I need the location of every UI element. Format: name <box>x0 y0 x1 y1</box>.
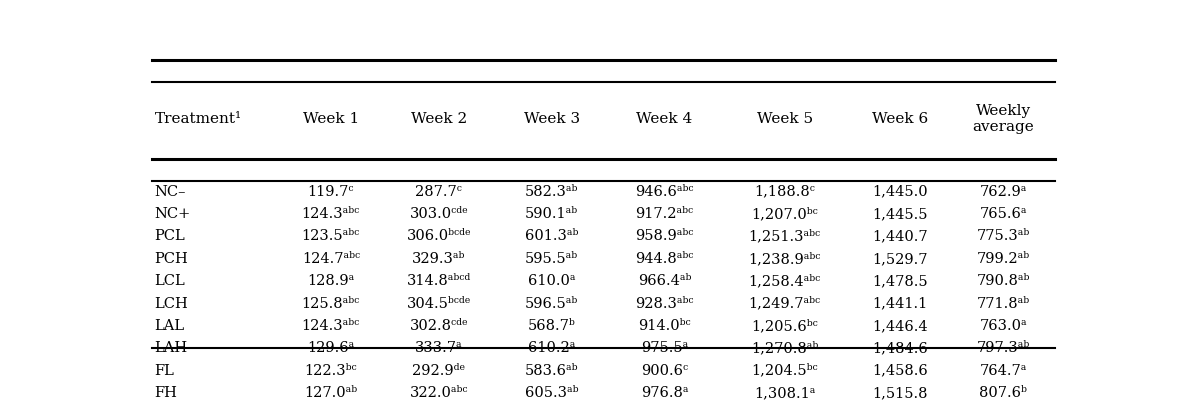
Text: 966.4ᵃᵇ: 966.4ᵃᵇ <box>638 274 691 288</box>
Text: FL: FL <box>154 364 174 378</box>
Text: 123.5ᵃᵇᶜ: 123.5ᵃᵇᶜ <box>301 229 360 243</box>
Text: 763.0ᵃ: 763.0ᵃ <box>979 319 1028 333</box>
Text: 1,188.8ᶜ: 1,188.8ᶜ <box>754 185 816 199</box>
Text: Weekly
average: Weekly average <box>972 104 1035 134</box>
Text: 333.7ᵃ: 333.7ᵃ <box>415 341 463 355</box>
Text: 124.3ᵃᵇᶜ: 124.3ᵃᵇᶜ <box>301 319 360 333</box>
Text: 287.7ᶜ: 287.7ᶜ <box>415 185 463 199</box>
Text: Week 6: Week 6 <box>872 112 929 126</box>
Text: 125.8ᵃᵇᶜ: 125.8ᵃᵇᶜ <box>301 297 360 311</box>
Text: 314.8ᵃᵇᶜᵈ: 314.8ᵃᵇᶜᵈ <box>407 274 471 288</box>
Text: PCH: PCH <box>154 252 188 266</box>
Text: 605.3ᵃᵇ: 605.3ᵃᵇ <box>525 386 578 400</box>
Text: 946.6ᵃᵇᶜ: 946.6ᵃᵇᶜ <box>636 185 693 199</box>
Text: 127.0ᵃᵇ: 127.0ᵃᵇ <box>305 386 358 400</box>
Text: 917.2ᵃᵇᶜ: 917.2ᵃᵇᶜ <box>636 207 693 221</box>
Text: 976.8ᵃ: 976.8ᵃ <box>640 386 689 400</box>
Text: 1,258.4ᵃᵇᶜ: 1,258.4ᵃᵇᶜ <box>749 274 820 288</box>
Text: 1,446.4: 1,446.4 <box>872 319 927 333</box>
Text: 975.5ᵃ: 975.5ᵃ <box>641 341 689 355</box>
Text: 610.0ᵃ: 610.0ᵃ <box>528 274 576 288</box>
Text: NC+: NC+ <box>154 207 191 221</box>
Text: Week 3: Week 3 <box>524 112 580 126</box>
Text: LAL: LAL <box>154 319 185 333</box>
Text: 944.8ᵃᵇᶜ: 944.8ᵃᵇᶜ <box>636 252 693 266</box>
Text: 762.9ᵃ: 762.9ᵃ <box>979 185 1026 199</box>
Text: 322.0ᵃᵇᶜ: 322.0ᵃᵇᶜ <box>410 386 468 400</box>
Text: 583.6ᵃᵇ: 583.6ᵃᵇ <box>525 364 578 378</box>
Text: LAH: LAH <box>154 341 187 355</box>
Text: 595.5ᵃᵇ: 595.5ᵃᵇ <box>525 252 578 266</box>
Text: Week 4: Week 4 <box>637 112 693 126</box>
Text: 302.8ᶜᵈᵉ: 302.8ᶜᵈᵉ <box>410 319 468 333</box>
Text: 807.6ᵇ: 807.6ᵇ <box>979 386 1028 400</box>
Text: 1,251.3ᵃᵇᶜ: 1,251.3ᵃᵇᶜ <box>749 229 820 243</box>
Text: 303.0ᶜᵈᵉ: 303.0ᶜᵈᵉ <box>410 207 468 221</box>
Text: Treatment¹: Treatment¹ <box>154 112 241 126</box>
Text: 1,270.8ᵃᵇ: 1,270.8ᵃᵇ <box>751 341 818 355</box>
Text: 1,249.7ᵃᵇᶜ: 1,249.7ᵃᵇᶜ <box>749 297 820 311</box>
Text: LCL: LCL <box>154 274 185 288</box>
Text: 1,445.0: 1,445.0 <box>872 185 927 199</box>
Text: 329.3ᵃᵇ: 329.3ᵃᵇ <box>412 252 465 266</box>
Text: 596.5ᵃᵇ: 596.5ᵃᵇ <box>525 297 578 311</box>
Text: 1,204.5ᵇᶜ: 1,204.5ᵇᶜ <box>751 364 818 378</box>
Text: 765.6ᵃ: 765.6ᵃ <box>979 207 1028 221</box>
Text: 797.3ᵃᵇ: 797.3ᵃᵇ <box>977 341 1030 355</box>
Text: 1,308.1ᵃ: 1,308.1ᵃ <box>754 386 816 400</box>
Text: LCH: LCH <box>154 297 188 311</box>
Text: Week 5: Week 5 <box>757 112 813 126</box>
Text: 1,478.5: 1,478.5 <box>872 274 927 288</box>
Text: 1,529.7: 1,529.7 <box>872 252 927 266</box>
Text: 914.0ᵇᶜ: 914.0ᵇᶜ <box>638 319 691 333</box>
Text: 799.2ᵃᵇ: 799.2ᵃᵇ <box>977 252 1030 266</box>
Text: 1,458.6: 1,458.6 <box>872 364 927 378</box>
Text: 304.5ᵇᶜᵈᵉ: 304.5ᵇᶜᵈᵉ <box>406 297 471 311</box>
Text: 124.7ᵃᵇᶜ: 124.7ᵃᵇᶜ <box>301 252 360 266</box>
Text: 124.3ᵃᵇᶜ: 124.3ᵃᵇᶜ <box>301 207 360 221</box>
Text: 306.0ᵇᶜᵈᵉ: 306.0ᵇᶜᵈᵉ <box>406 229 471 243</box>
Text: 790.8ᵃᵇ: 790.8ᵃᵇ <box>977 274 1030 288</box>
Text: 601.3ᵃᵇ: 601.3ᵃᵇ <box>525 229 578 243</box>
Text: 568.7ᵇ: 568.7ᵇ <box>527 319 576 333</box>
Text: 1,205.6ᵇᶜ: 1,205.6ᵇᶜ <box>751 319 818 333</box>
Text: Week 1: Week 1 <box>302 112 359 126</box>
Text: 1,445.5: 1,445.5 <box>872 207 927 221</box>
Text: 1,238.9ᵃᵇᶜ: 1,238.9ᵃᵇᶜ <box>749 252 822 266</box>
Text: PCL: PCL <box>154 229 185 243</box>
Text: 129.6ᵃ: 129.6ᵃ <box>307 341 354 355</box>
Text: 1,515.8: 1,515.8 <box>872 386 927 400</box>
Text: 928.3ᵃᵇᶜ: 928.3ᵃᵇᶜ <box>636 297 693 311</box>
Text: 764.7ᵃ: 764.7ᵃ <box>979 364 1026 378</box>
Text: FH: FH <box>154 386 178 400</box>
Text: NC–: NC– <box>154 185 186 199</box>
Text: 1,484.6: 1,484.6 <box>872 341 927 355</box>
Text: 775.3ᵃᵇ: 775.3ᵃᵇ <box>977 229 1030 243</box>
Text: 590.1ᵃᵇ: 590.1ᵃᵇ <box>525 207 578 221</box>
Text: 958.9ᵃᵇᶜ: 958.9ᵃᵇᶜ <box>636 229 693 243</box>
Text: 128.9ᵃ: 128.9ᵃ <box>307 274 354 288</box>
Text: Week 2: Week 2 <box>411 112 467 126</box>
Text: 900.6ᶜ: 900.6ᶜ <box>641 364 689 378</box>
Text: 1,440.7: 1,440.7 <box>872 229 927 243</box>
Text: 1,441.1: 1,441.1 <box>872 297 927 311</box>
Text: 119.7ᶜ: 119.7ᶜ <box>307 185 354 199</box>
Text: 771.8ᵃᵇ: 771.8ᵃᵇ <box>977 297 1030 311</box>
Text: 292.9ᵈᵉ: 292.9ᵈᵉ <box>412 364 465 378</box>
Text: 122.3ᵇᶜ: 122.3ᵇᶜ <box>305 364 357 378</box>
Text: 1,207.0ᵇᶜ: 1,207.0ᵇᶜ <box>751 207 818 221</box>
Text: 582.3ᵃᵇ: 582.3ᵃᵇ <box>525 185 578 199</box>
Text: 610.2ᵃ: 610.2ᵃ <box>528 341 576 355</box>
